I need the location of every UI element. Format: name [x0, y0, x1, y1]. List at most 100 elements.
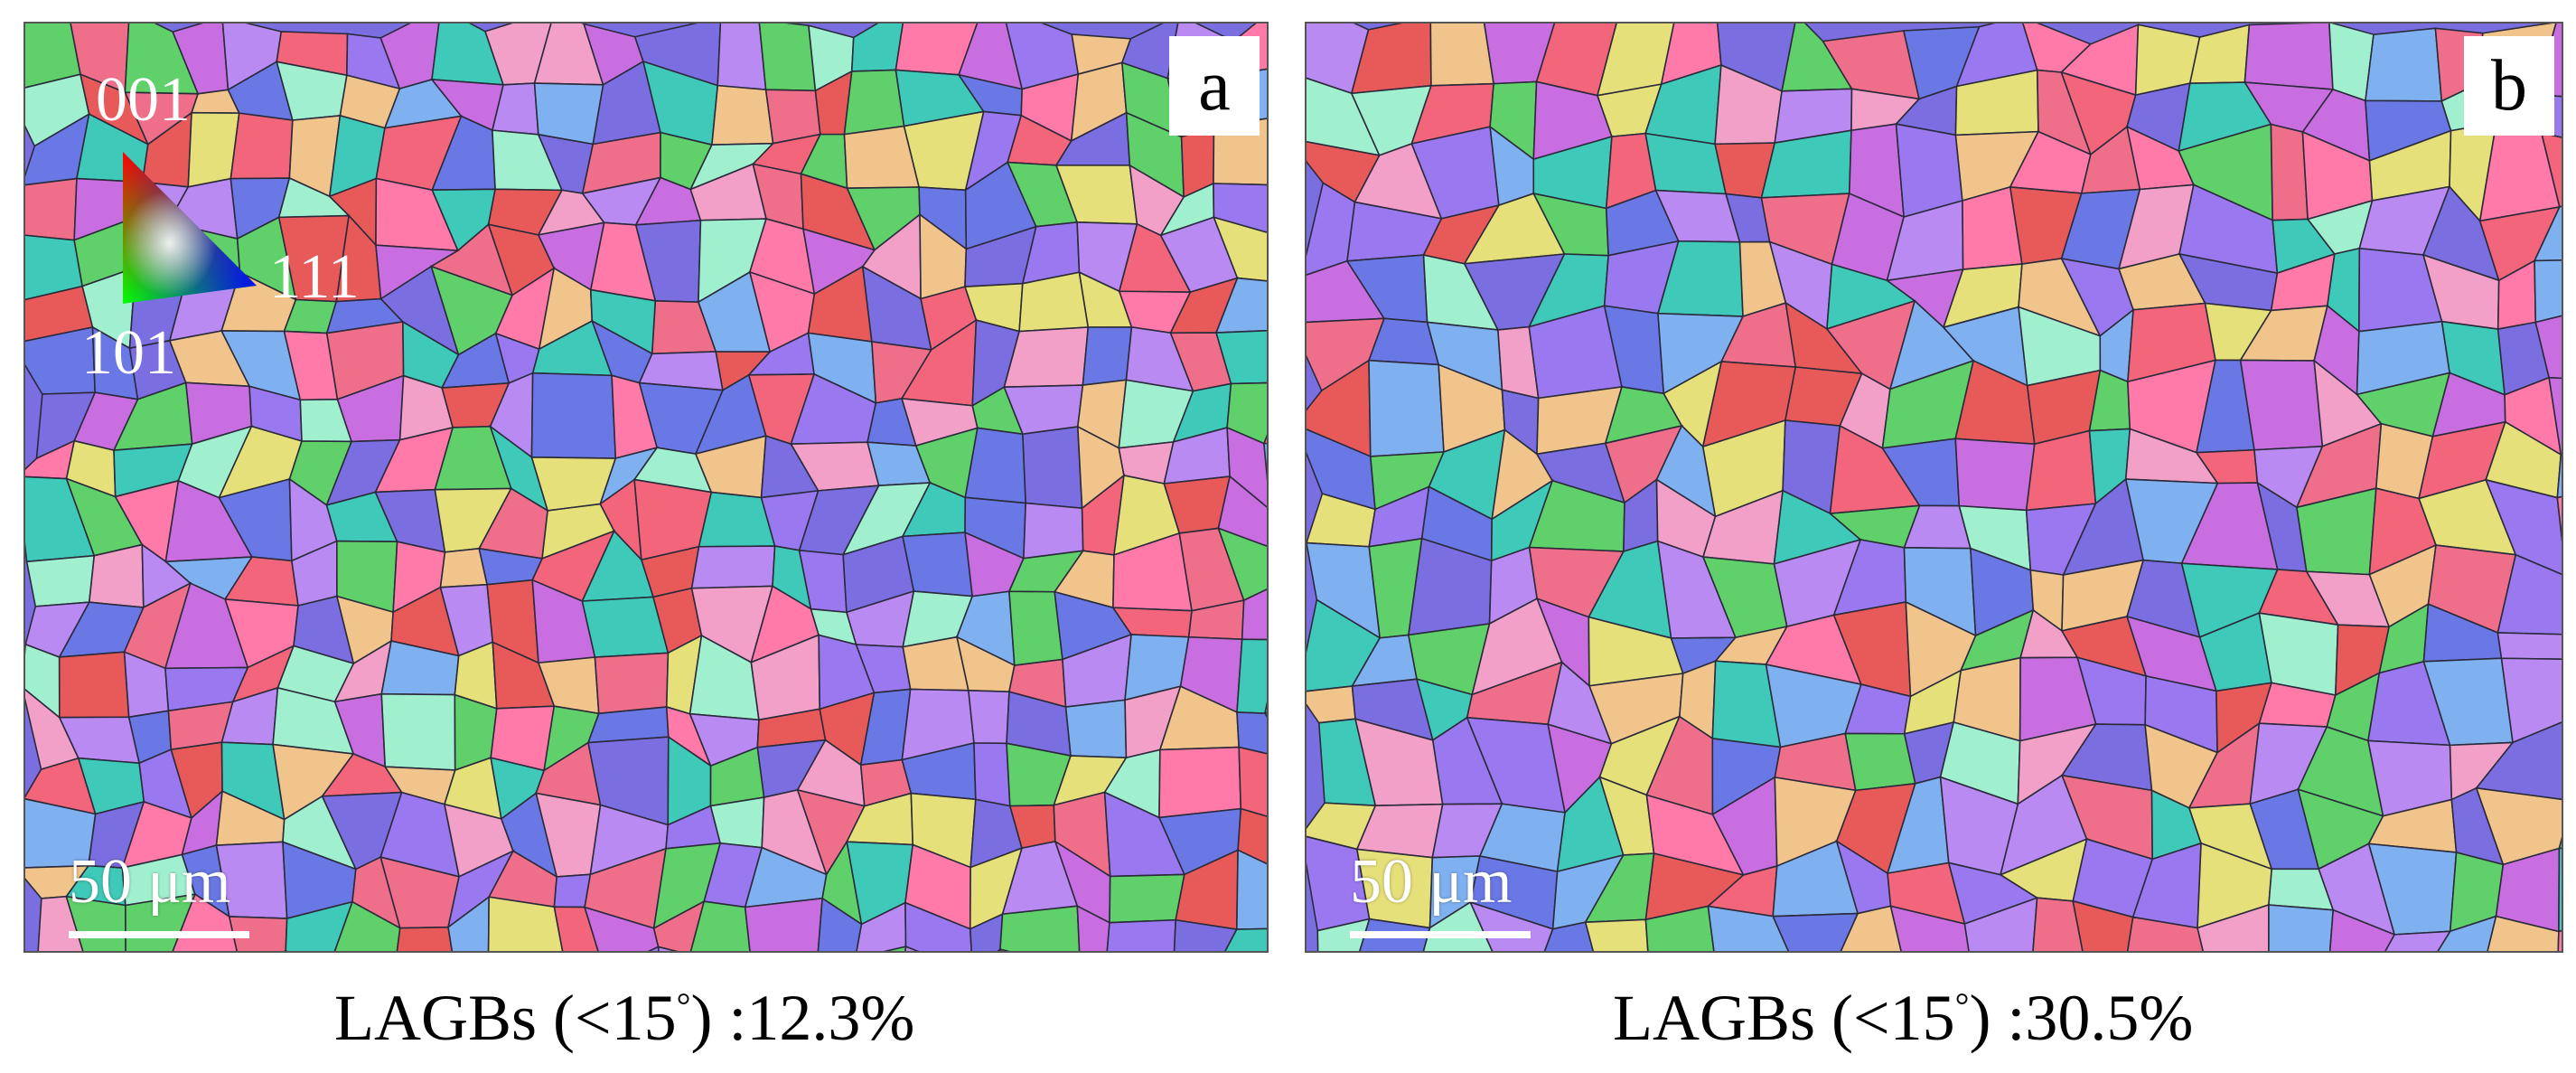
grain — [1214, 277, 1267, 334]
grain — [1064, 699, 1128, 759]
scale-bar-line-b — [1350, 931, 1531, 938]
grain — [904, 901, 973, 951]
grain — [1106, 918, 1177, 951]
grain — [1215, 329, 1267, 385]
grain — [2556, 495, 2562, 542]
grain — [1584, 918, 1649, 951]
grain — [1226, 426, 1267, 508]
grain — [228, 916, 288, 951]
ipf-label-001: 001 — [96, 65, 191, 135]
grain — [530, 372, 617, 459]
grain — [2032, 897, 2084, 951]
grain — [1213, 216, 1267, 282]
caption-b: LAGBs (<15°) :30.5% — [1613, 981, 2193, 1056]
grain — [2126, 916, 2204, 951]
grain — [657, 946, 679, 951]
grain — [2540, 132, 2562, 208]
grain — [1468, 900, 1554, 951]
grain — [1109, 873, 1185, 924]
grain — [999, 905, 1081, 951]
grain — [2558, 836, 2562, 850]
grain — [883, 946, 907, 951]
grain — [1213, 183, 1267, 233]
grain — [1543, 921, 1595, 951]
grain-map-b — [1307, 24, 2562, 951]
grain — [2072, 899, 2134, 951]
grain — [843, 69, 905, 136]
grain — [647, 946, 660, 951]
grain — [817, 897, 863, 951]
scale-bar-text-b: 50 μm — [1350, 847, 1513, 917]
grain — [2270, 123, 2309, 221]
caption-a-degree: ° — [676, 985, 691, 1025]
grain — [1368, 359, 1445, 457]
grain — [1429, 24, 1495, 87]
grain — [1217, 475, 1267, 548]
caption-b-suffix: ) :30.5% — [1969, 982, 2194, 1054]
grain — [2534, 259, 2562, 324]
grain — [447, 895, 491, 951]
ipf-label-101: 101 — [81, 318, 176, 388]
scale-bar-text-a: 50 μm — [69, 847, 231, 917]
grain — [998, 948, 1010, 951]
ipf-label-111: 111 — [269, 242, 360, 312]
grain — [744, 897, 824, 951]
grain — [2188, 24, 2251, 84]
caption-b-degree: ° — [1954, 985, 1970, 1025]
grain — [1235, 849, 1267, 930]
grain — [1262, 434, 1267, 445]
grain — [2197, 903, 2270, 951]
caption-a-suffix: ) :12.3% — [690, 982, 915, 1054]
grain — [333, 900, 401, 951]
grain — [1707, 905, 1790, 951]
grain — [1236, 638, 1267, 714]
ipf-triangle-icon — [123, 152, 257, 304]
grain — [652, 899, 706, 951]
panel-label-a: a — [1169, 36, 1260, 136]
grain — [1217, 527, 1267, 602]
grain — [1076, 904, 1110, 951]
grain — [2548, 376, 2562, 456]
grain — [396, 926, 454, 951]
grain — [1023, 502, 1084, 560]
grain — [2500, 657, 2562, 744]
grain — [1236, 711, 1267, 755]
grain — [1840, 905, 1902, 951]
grain — [1844, 732, 1916, 792]
grain — [2487, 915, 2560, 951]
grain — [1022, 426, 1083, 510]
grain — [1316, 918, 1371, 951]
grain — [2557, 929, 2562, 951]
grain — [967, 689, 1010, 745]
grain — [2534, 315, 2562, 380]
grain — [1238, 746, 1267, 817]
grain — [1082, 326, 1133, 386]
grain — [2533, 205, 2562, 262]
grain — [2496, 553, 2562, 635]
grain — [2556, 453, 2562, 499]
grain — [717, 24, 767, 91]
grain — [2437, 915, 2497, 951]
grain — [380, 692, 456, 771]
grain — [902, 532, 974, 598]
caption-a: LAGBs (<15°) :12.3% — [334, 981, 914, 1056]
scale-bar-line-a — [69, 931, 249, 938]
grain — [904, 945, 920, 951]
grain — [285, 900, 354, 951]
panel-label-b: b — [2464, 36, 2554, 136]
grain — [2239, 359, 2324, 451]
grain — [2484, 478, 2562, 576]
grain — [1224, 927, 1267, 951]
grain — [1263, 701, 1267, 715]
grain — [2558, 847, 2562, 933]
grain — [1263, 711, 1267, 718]
grain — [25, 554, 96, 607]
grain — [690, 545, 776, 589]
grain — [2496, 632, 2562, 660]
grain — [689, 900, 751, 951]
grain — [2243, 24, 2334, 90]
grain — [1237, 807, 1267, 865]
grain — [1954, 438, 2036, 512]
grain — [758, 24, 817, 92]
grain — [58, 651, 130, 719]
